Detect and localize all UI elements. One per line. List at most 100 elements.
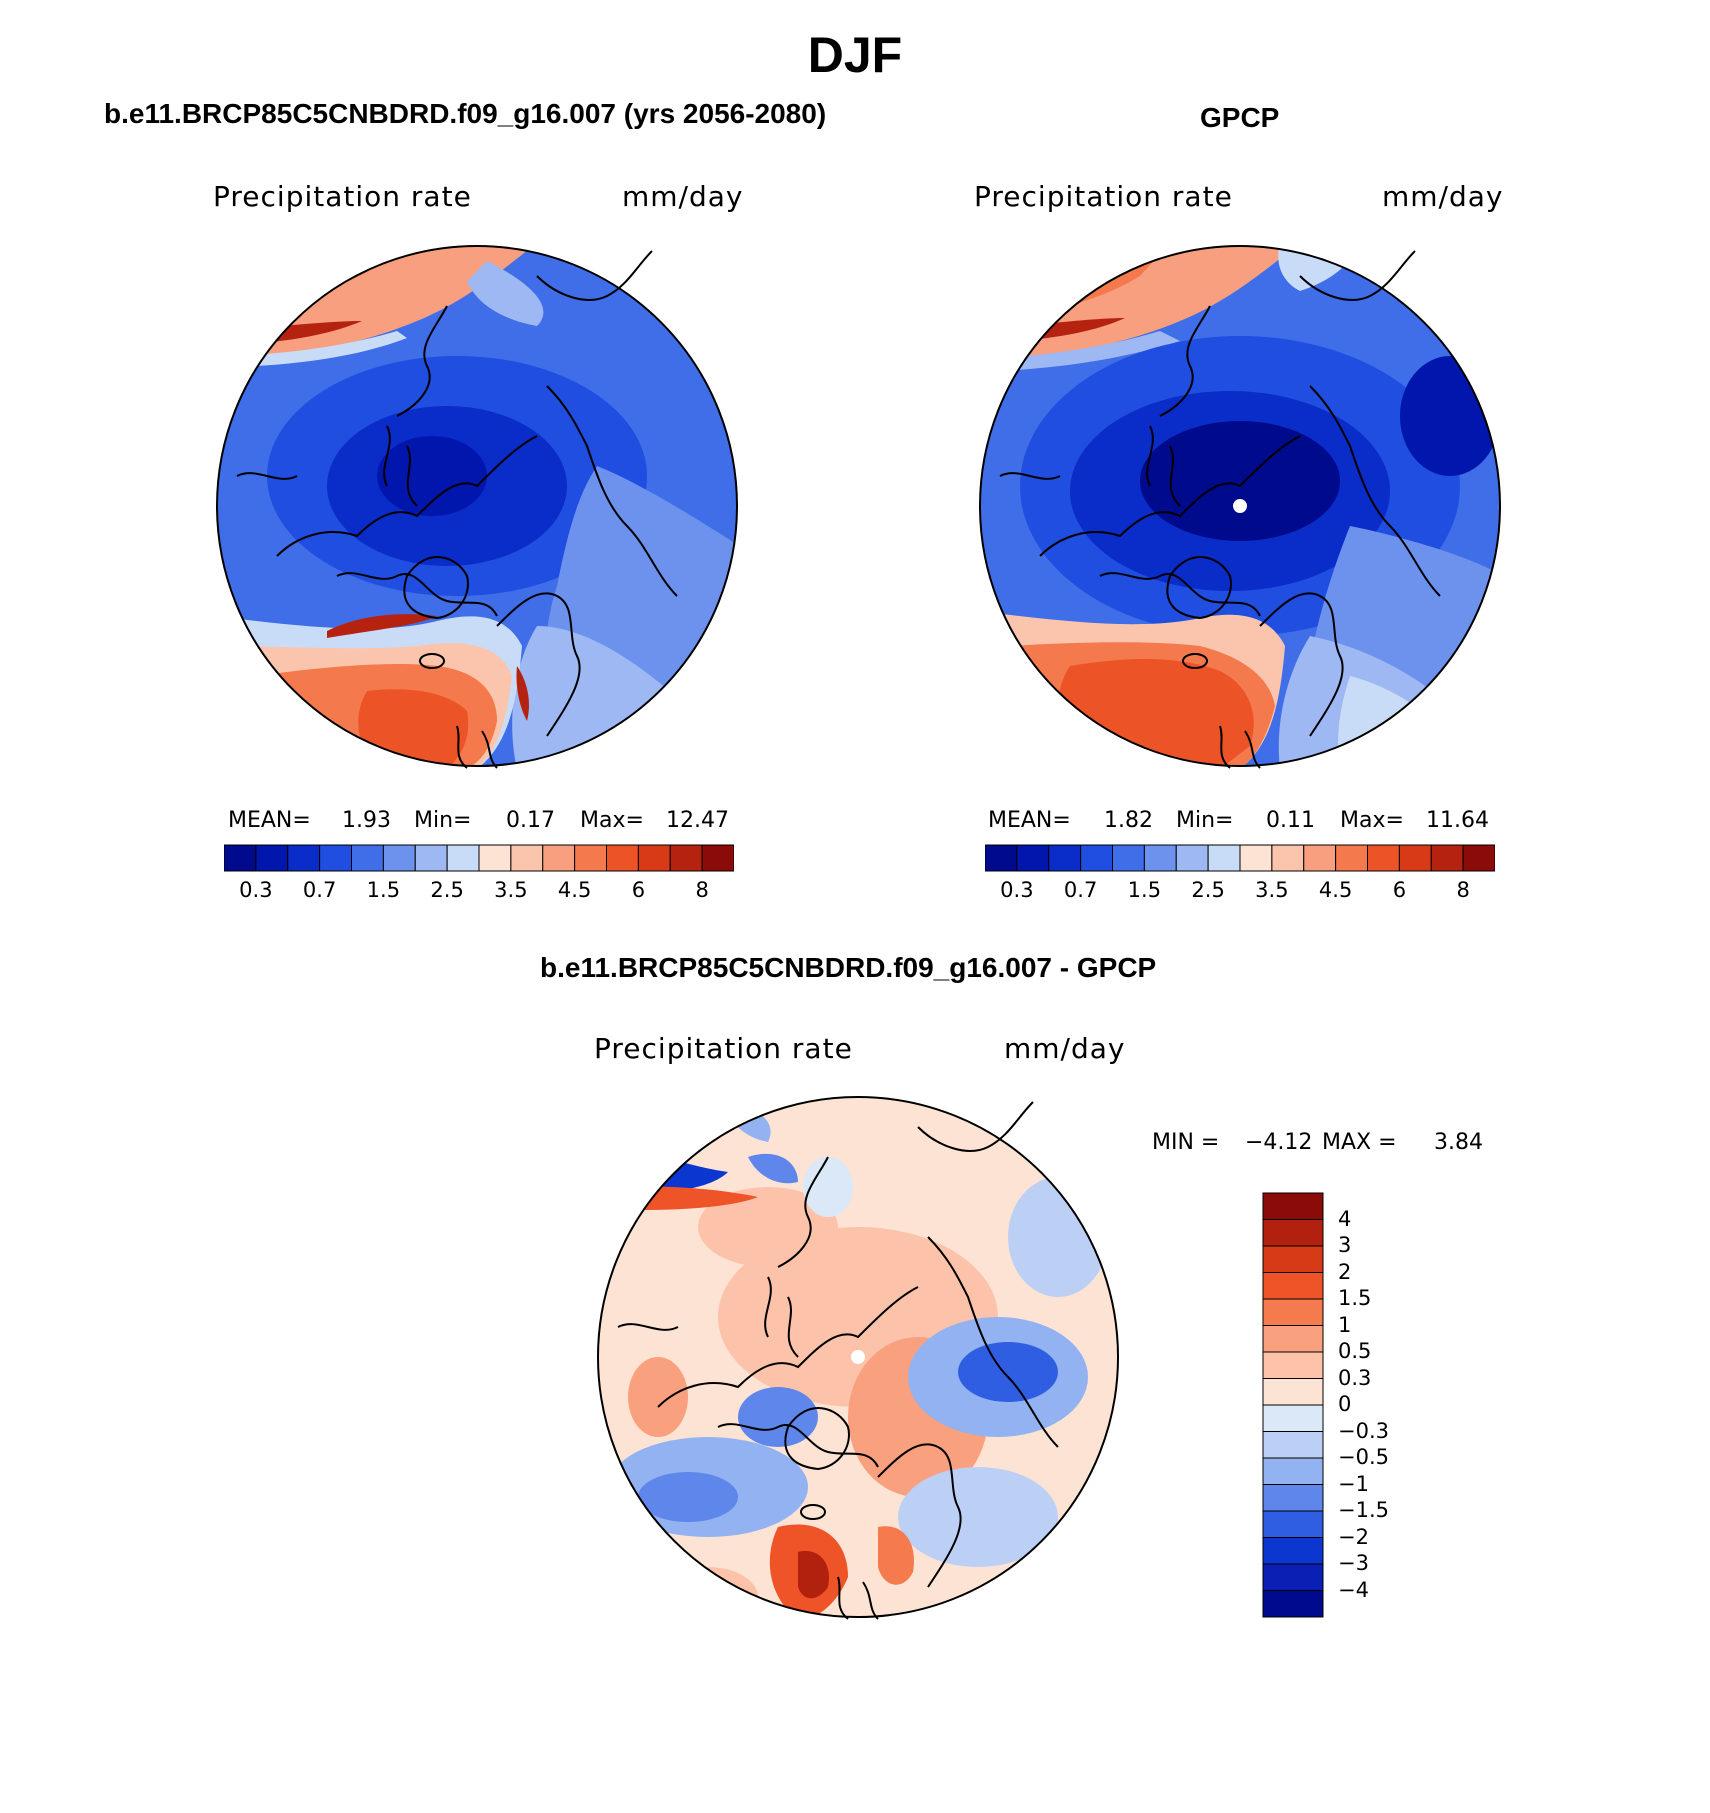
panel-2-colorbar-swatch <box>1143 844 1177 872</box>
panel-2-max-label: Max= <box>1340 808 1404 833</box>
difference-colorbar-swatch <box>1262 1484 1324 1512</box>
panel-2-colorbar-tick-label: 1.5 <box>1127 878 1162 902</box>
panel-1-colorbar-swatch <box>637 844 671 872</box>
panel-3-polar-map <box>597 1096 1119 1620</box>
difference-colorbar-swatch <box>1262 1219 1324 1247</box>
difference-colorbar-tick-label: −1 <box>1338 1471 1369 1496</box>
panel-1-colorbar-swatch <box>574 844 608 872</box>
difference-colorbar-swatch <box>1262 1325 1324 1353</box>
panel-1-colorbar-tick-label: 6 <box>631 878 646 902</box>
panel-1-min-label: Min= <box>414 808 472 833</box>
panel-2-colorbar-tick-label: 3.5 <box>1255 878 1289 902</box>
panel-1-colorbar-swatch <box>255 844 289 872</box>
panel-1-colorbar-tick-label: 0.7 <box>302 878 337 902</box>
panel-1-colorbar-swatch <box>478 844 512 872</box>
panel-1-title: b.e11.BRCP85C5CNBDRD.f09_g16.007 (yrs 20… <box>104 98 827 129</box>
difference-colorbar-swatch <box>1262 1457 1324 1485</box>
panel-1-colorbar-swatch <box>669 844 703 872</box>
panel-2-colorbar-swatch <box>985 844 1018 872</box>
panel-2-variable: Precipitation rate <box>974 180 1233 213</box>
panel-1-colorbar-swatch <box>224 844 257 872</box>
difference-colorbar-tick-label: 2 <box>1338 1259 1352 1284</box>
difference-colorbar-swatch <box>1262 1298 1324 1326</box>
difference-colorbar-tick-label: 1.5 <box>1338 1286 1372 1310</box>
difference-colorbar-tick-label: 3 <box>1338 1233 1352 1257</box>
panel-2-colorbar-swatch <box>1271 844 1305 872</box>
panel-2-colorbar-tick-label: 8 <box>1456 878 1470 902</box>
panel-2-colorbar-swatch <box>1080 844 1114 872</box>
panel-1-colorbar-swatch <box>446 844 480 872</box>
panel-1-min-value: 0.17 <box>506 808 555 833</box>
panel-1-colorbar <box>224 844 734 872</box>
panel-1-colorbar-tick-label: 8 <box>695 878 709 902</box>
panel-2-colorbar-swatch <box>1398 844 1432 872</box>
panel-2-title: GPCP <box>1200 102 1280 133</box>
panel-3-title: b.e11.BRCP85C5CNBDRD.f09_g16.007 - GPCP <box>540 952 1157 983</box>
panel-2-colorbar-tick-label: 0.3 <box>1000 878 1034 902</box>
panel-2-colorbar-swatch <box>1303 844 1337 872</box>
difference-colorbar-tick-label: 1 <box>1338 1312 1352 1337</box>
panel-2-min-value: 0.11 <box>1266 808 1315 833</box>
panel-2-units: mm/day <box>1382 180 1504 213</box>
difference-colorbar-swatch <box>1262 1431 1324 1459</box>
difference-colorbar-swatch <box>1262 1563 1324 1591</box>
difference-colorbar-swatch <box>1262 1537 1324 1565</box>
panel-1-max-label: Max= <box>580 808 644 833</box>
panel-3-max-value: 3.84 <box>1434 1130 1483 1155</box>
panel-1-colorbar-swatch <box>287 844 321 872</box>
panel-2-mean-label: MEAN= <box>988 808 1071 833</box>
figure-title: DJF <box>807 27 903 83</box>
panel-3-min-label: MIN = <box>1152 1130 1220 1155</box>
panel-1-colorbar-tick-label: 2.5 <box>430 878 464 902</box>
panel-2-colorbar-tick-label: 4.5 <box>1318 878 1353 902</box>
panel-2-colorbar-swatch <box>1462 844 1495 872</box>
difference-colorbar <box>1262 1192 1324 1618</box>
panel-3-min-value: −4.12 <box>1245 1130 1313 1155</box>
panel-1-polar-map <box>216 245 738 769</box>
difference-colorbar-swatch <box>1262 1272 1324 1300</box>
panel-1-mean-label: MEAN= <box>228 808 311 833</box>
panel-2-mean-value: 1.82 <box>1104 808 1153 833</box>
panel-2-colorbar-tick-label: 0.7 <box>1063 878 1098 902</box>
panel-1-colorbar-swatch <box>382 844 416 872</box>
difference-colorbar-tick-label: 4 <box>1338 1206 1352 1231</box>
difference-colorbar-swatch <box>1262 1590 1324 1618</box>
panel-1-units: mm/day <box>622 180 744 213</box>
panel-2-colorbar-tick-label: 6 <box>1392 878 1407 902</box>
panel-2-colorbar-tick-label: 2.5 <box>1191 878 1225 902</box>
panel-1-colorbar-tick-label: 1.5 <box>366 878 401 902</box>
panel-1-max-value: 12.47 <box>666 808 729 833</box>
panel-1-colorbar-swatch <box>510 844 544 872</box>
panel-2-colorbar-swatch <box>1335 844 1369 872</box>
panel-2-colorbar-swatch <box>1430 844 1464 872</box>
difference-colorbar-ticks: 4 3 2 1.5 1 0.5 0.3 0 −0.3 −0.5 −1 −1.5 −2 −3 −4 <box>1338 1192 1418 1618</box>
panel-2-min-label: Min= <box>1176 808 1234 833</box>
panel-2-colorbar-swatch <box>1016 844 1050 872</box>
difference-colorbar-tick-label: −0.3 <box>1338 1418 1389 1443</box>
panel-1-colorbar-swatch <box>414 844 448 872</box>
panel-2-max-value: 11.64 <box>1426 808 1489 833</box>
panel-2-colorbar-ticks: 0.3 0.7 1.5 2.5 3.5 4.5 6 8 <box>985 878 1495 908</box>
difference-colorbar-tick-label: −4 <box>1338 1577 1369 1602</box>
difference-colorbar-swatch <box>1262 1404 1324 1432</box>
panel-1-variable: Precipitation rate <box>213 180 472 213</box>
difference-colorbar-swatch <box>1262 1192 1324 1220</box>
difference-colorbar-tick-label: 0.3 <box>1338 1365 1372 1390</box>
panel-1-colorbar-tick-label: 3.5 <box>494 878 528 902</box>
difference-colorbar-tick-label: −2 <box>1338 1524 1369 1549</box>
difference-colorbar-tick-label: −0.5 <box>1338 1445 1389 1469</box>
difference-colorbar-swatch <box>1262 1351 1324 1379</box>
panel-1-colorbar-swatch <box>701 844 734 872</box>
panel-1-colorbar-tick-label: 0.3 <box>239 878 273 902</box>
panel-1-colorbar-swatch <box>351 844 384 872</box>
difference-colorbar-swatch <box>1262 1378 1324 1406</box>
difference-colorbar-tick-label: −1.5 <box>1338 1498 1389 1522</box>
panel-1-colorbar-swatch <box>542 844 576 872</box>
panel-1-colorbar-swatch <box>319 844 353 872</box>
panel-1-mean-value: 1.93 <box>342 808 391 833</box>
panel-3-max-label: MAX = <box>1322 1130 1397 1155</box>
difference-colorbar-swatch <box>1262 1510 1324 1538</box>
panel-2-colorbar-swatch <box>1367 844 1400 872</box>
panel-2-colorbar-swatch <box>1112 844 1145 872</box>
difference-colorbar-tick-label: 0 <box>1338 1392 1352 1416</box>
